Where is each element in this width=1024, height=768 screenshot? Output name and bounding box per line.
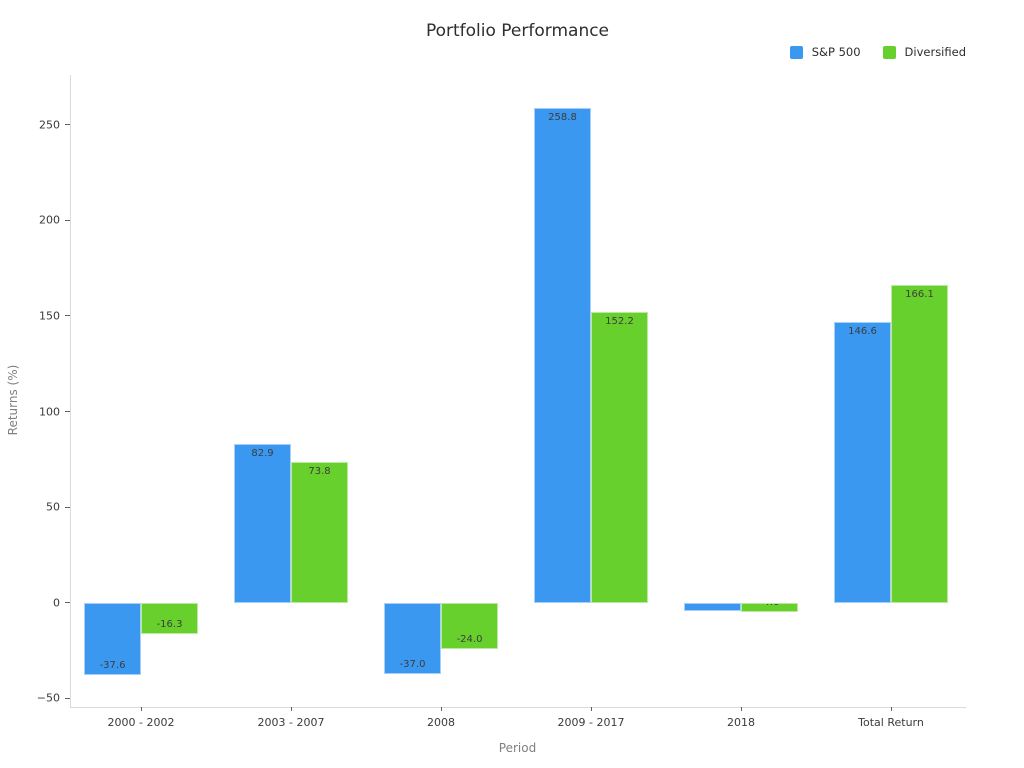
bar-value-label: -37.0 (399, 658, 426, 670)
y-tick-mark (65, 124, 70, 126)
bar: 152.2 (591, 311, 648, 603)
legend-swatch (882, 45, 896, 59)
bar-value-label: 82.9 (251, 448, 274, 460)
legend-entry-diversified: Diversified (882, 45, 966, 59)
x-tick-mark (591, 707, 592, 711)
bar: 146.6 (834, 322, 891, 603)
bar: 166.1 (891, 285, 948, 603)
x-tick-mark (741, 707, 742, 711)
legend: S&P 500 Diversified (789, 45, 966, 59)
bar-value-label: -37.6 (99, 659, 126, 671)
x-tick-mark (891, 707, 892, 711)
bar: -4.4 (684, 602, 741, 612)
y-tick-label: 0 (53, 596, 60, 610)
bar: 73.8 (291, 461, 348, 603)
x-axis-title: Period (498, 741, 537, 755)
bar: 82.9 (234, 444, 291, 603)
bar: -16.3 (141, 602, 198, 634)
legend-label: S&P 500 (811, 45, 861, 59)
legend-entry-sp500: S&P 500 (789, 45, 861, 59)
y-tick-label: −50 (36, 691, 60, 705)
x-tick-mark (141, 707, 142, 711)
y-tick-mark (65, 697, 70, 699)
bar-value-label: -4.6 (742, 604, 797, 608)
y-tick-label: 100 (39, 405, 60, 419)
y-axis-title: Returns (%) (6, 364, 20, 436)
bar-value-label: 73.8 (308, 465, 331, 477)
bar-value-label: 152.2 (605, 315, 634, 327)
bar-value-label: -24.0 (456, 633, 483, 645)
y-tick-mark (65, 219, 70, 221)
x-tick-label: 2003 - 2007 (257, 716, 325, 729)
bar-value-label: 258.8 (548, 111, 577, 123)
bar-value-label: -16.3 (156, 618, 183, 630)
y-tick-mark (65, 506, 70, 508)
y-tick-label: 50 (46, 500, 60, 514)
y-tick-label: 250 (39, 118, 60, 132)
x-tick-label: 2000 - 2002 (107, 716, 175, 729)
y-tick-label: 200 (39, 213, 60, 227)
x-tick-label: Total Return (858, 716, 924, 729)
bar: -37.6 (84, 602, 141, 675)
bar: -24.0 (441, 602, 498, 649)
x-tick-label: 2018 (727, 716, 755, 729)
legend-label: Diversified (904, 45, 966, 59)
bar: -37.0 (384, 602, 441, 674)
y-tick-label: 150 (39, 309, 60, 323)
y-tick-mark (65, 602, 70, 604)
plot-area: −50 0 50 100 150 200 250 2000 - 2002 2003 - 2007… (37, 75, 966, 729)
bar-value-label: -4.4 (685, 604, 740, 607)
bar: 258.8 (534, 107, 591, 603)
x-tick-mark (441, 707, 442, 711)
x-tick-mark (291, 707, 292, 711)
y-tick-mark (65, 411, 70, 413)
legend-swatch (789, 45, 803, 59)
bar: -4.6 (741, 602, 798, 612)
chart-title: Portfolio Performance (425, 21, 610, 41)
bar-value-label: 166.1 (905, 289, 934, 301)
x-tick-label: 2008 (427, 716, 455, 729)
x-tick-label: 2009 - 2017 (557, 716, 625, 729)
bar-value-label: 146.6 (848, 326, 877, 338)
y-tick-mark (65, 315, 70, 317)
